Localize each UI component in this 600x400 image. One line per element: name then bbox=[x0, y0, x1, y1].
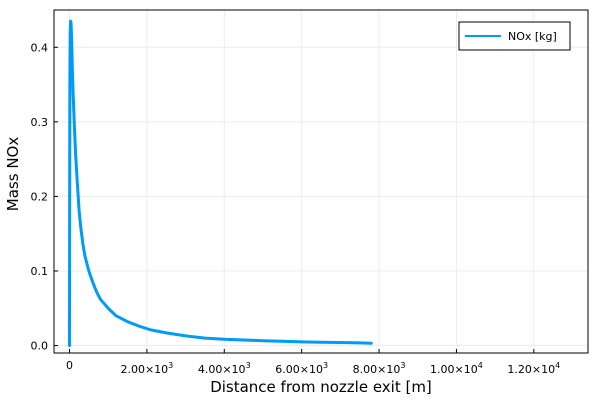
grid-lines bbox=[54, 10, 588, 353]
x-tick-label: 6.00×103 bbox=[275, 361, 328, 376]
y-tick-label: 0.4 bbox=[31, 41, 49, 54]
x-tick-label: 8.00×103 bbox=[353, 361, 406, 376]
y-axis-ticks: 0.0 0.1 0.2 0.3 0.4 bbox=[31, 41, 58, 353]
x-axis-title: Distance from nozzle exit [m] bbox=[210, 378, 432, 396]
y-tick-label: 0.1 bbox=[31, 265, 49, 278]
x-tick-label: 1.00×104 bbox=[430, 361, 483, 376]
legend-label: NOx [kg] bbox=[508, 30, 557, 43]
x-tick-label: 2.00×103 bbox=[120, 361, 173, 376]
y-tick-label: 0.0 bbox=[31, 340, 49, 353]
plot-frame bbox=[53, 9, 589, 354]
series-line-nox bbox=[67, 19, 373, 348]
legend: NOx [kg] bbox=[458, 21, 571, 51]
x-tick-label: 0 bbox=[66, 359, 73, 372]
x-tick-label: 4.00×103 bbox=[198, 361, 251, 376]
x-axis-ticks: 0 2.00×103 4.00×103 6.00×103 8.00×103 1.00×10… bbox=[66, 349, 560, 376]
y-tick-label: 0.2 bbox=[31, 190, 49, 203]
x-tick-label: 1.20×104 bbox=[507, 361, 560, 376]
y-tick-label: 0.3 bbox=[31, 116, 49, 129]
y-axis-title: Mass NOx bbox=[4, 137, 22, 212]
